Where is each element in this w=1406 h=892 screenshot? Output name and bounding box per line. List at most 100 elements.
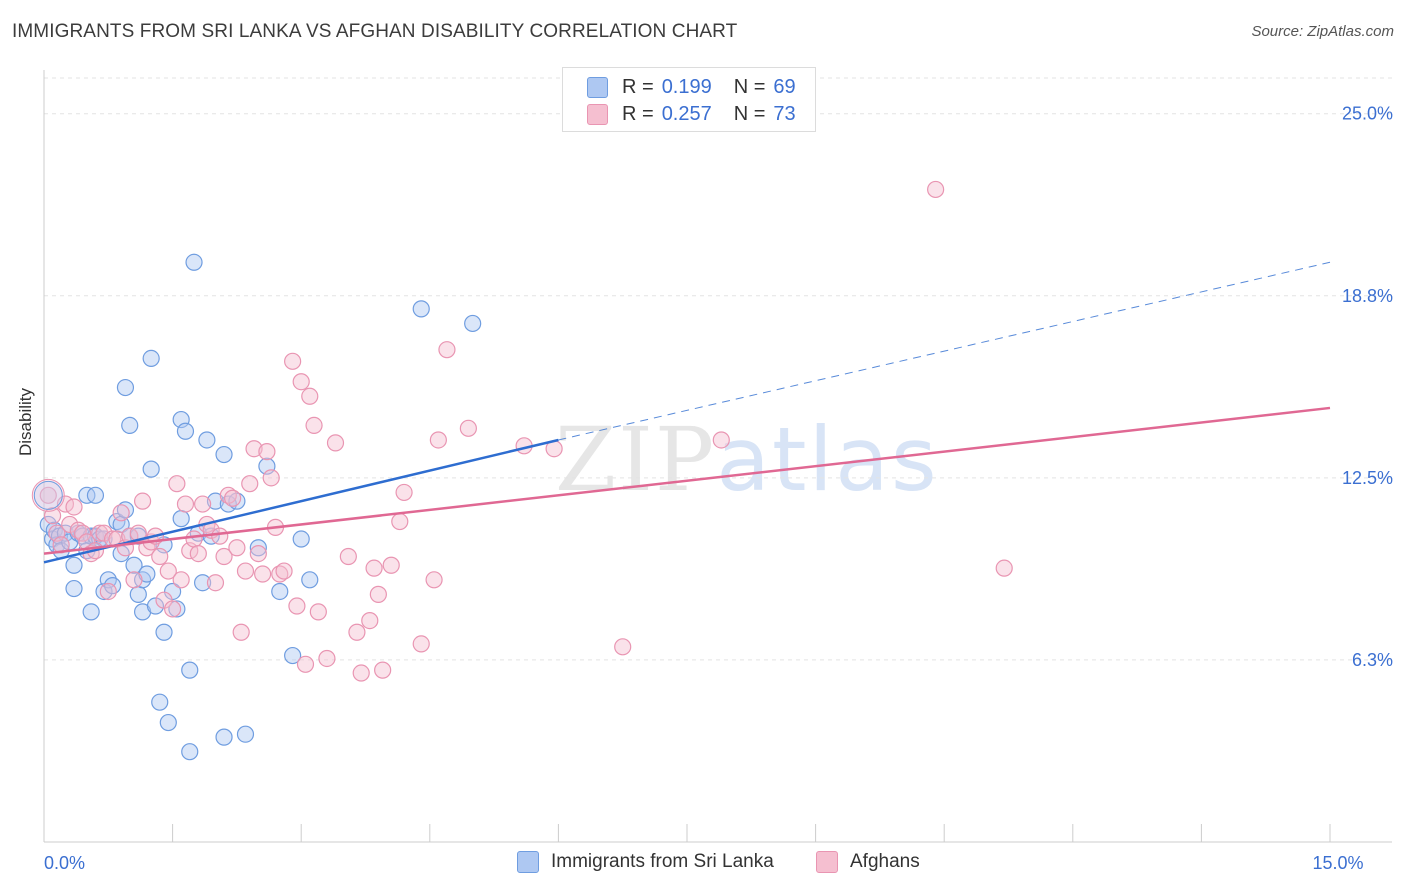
sri-lanka-point <box>129 585 147 603</box>
afghans-point <box>429 431 447 449</box>
r-value: 0.199 <box>661 75 712 98</box>
afghans-point <box>228 539 246 557</box>
afghans-point <box>194 495 212 513</box>
n-value: 69 <box>773 75 796 98</box>
afghans-point <box>99 582 117 601</box>
afghans-point <box>459 419 477 437</box>
x-tick-label: 0.0% <box>44 853 85 873</box>
afghans-point <box>249 544 267 563</box>
afghans-point <box>352 664 370 682</box>
blue-swatch-icon <box>587 76 608 98</box>
afghans-point <box>614 638 632 656</box>
sri-lanka-point <box>181 661 199 679</box>
blue-swatch-icon <box>517 851 539 873</box>
sri-lanka-point <box>125 556 143 574</box>
afghans-point <box>712 431 730 449</box>
sri-lanka-point <box>249 539 267 557</box>
sri-lanka-point <box>292 530 310 548</box>
sri-lanka-point <box>176 422 195 440</box>
y-tick-label: 6.3% <box>1352 650 1393 670</box>
afghans-point <box>224 489 242 507</box>
sri-lanka-point <box>271 582 289 601</box>
x-tick-label: 15.0% <box>1312 853 1363 873</box>
sri-lanka-point <box>65 556 83 574</box>
sri-lanka-point <box>236 725 255 743</box>
series-legend: Immigrants from Sri Lanka Afghans <box>0 851 1406 879</box>
afghans-point <box>438 341 456 359</box>
afghans-point <box>412 635 430 653</box>
sri-lanka-trend-extension <box>558 261 1331 441</box>
afghans-point <box>185 530 203 548</box>
afghans-point <box>254 565 272 583</box>
sri-lanka-point <box>33 480 63 510</box>
afghans-point <box>245 440 263 458</box>
afghans-point <box>425 571 443 589</box>
pink-swatch-icon <box>816 851 838 873</box>
afghans-point <box>288 597 306 615</box>
afghans-point <box>258 443 276 461</box>
afghans-point <box>159 562 177 580</box>
sri-lanka-point <box>65 579 83 598</box>
sri-lanka-point <box>121 416 139 435</box>
afghans-point <box>112 504 130 522</box>
afghans-point <box>995 559 1013 577</box>
afghans-point <box>301 387 319 405</box>
n-value: 73 <box>773 102 796 125</box>
sri-lanka-point <box>181 743 199 761</box>
afghans-point <box>211 527 229 545</box>
n-label: N = <box>733 102 766 125</box>
sri-lanka-point <box>464 314 482 333</box>
correlation-legend: R = 0.199 N = 69 R = 0.257 N = 73 <box>562 67 816 132</box>
afghans-point <box>284 352 302 370</box>
r-value: 0.257 <box>661 102 712 125</box>
afghans-point <box>241 475 259 493</box>
afghans-point <box>927 180 945 199</box>
afghans-point <box>125 571 143 589</box>
afghans-trend-line <box>43 406 1331 555</box>
afghans-point <box>369 585 387 603</box>
afghans-point <box>318 649 336 668</box>
sri-lanka-point <box>172 510 190 528</box>
afghans-point <box>395 483 413 502</box>
afghans-point <box>262 469 280 487</box>
legend-label-afghans: Afghans <box>850 851 920 872</box>
r-label: R = <box>622 102 654 125</box>
afghans-point <box>133 492 152 510</box>
afghans-point <box>172 571 190 589</box>
sri-lanka-point <box>412 300 430 318</box>
sri-lanka-point <box>185 253 203 271</box>
watermark-atlas: atlas <box>716 408 939 511</box>
sri-lanka-point <box>164 582 182 601</box>
afghans-point <box>129 524 147 542</box>
sri-lanka-point <box>301 571 319 589</box>
afghans-point <box>65 498 83 516</box>
afghans-point <box>61 515 79 534</box>
afghans-point <box>382 556 400 574</box>
sri-lanka-point <box>215 445 233 464</box>
afghans-point <box>206 574 225 592</box>
afghans-point <box>164 600 182 618</box>
afghans-point <box>305 416 323 435</box>
watermark-zip: ZIP <box>555 408 716 511</box>
afghans-point <box>31 478 65 512</box>
afghans-point <box>215 547 233 566</box>
y-axis-label: Disability <box>16 387 35 456</box>
afghans-point <box>176 495 195 513</box>
y-tick-label: 25.0% <box>1342 104 1393 124</box>
legend-item-sri-lanka[interactable]: Immigrants from Sri Lanka <box>517 851 774 873</box>
sri-lanka-point <box>142 349 160 368</box>
afghans-point <box>189 544 207 563</box>
afghans-point <box>73 524 92 542</box>
sri-lanka-point <box>82 603 100 621</box>
afghans-point <box>151 547 169 566</box>
y-tick-label: 12.5% <box>1342 468 1393 488</box>
legend-item-afghans[interactable]: Afghans <box>816 851 920 873</box>
afghans-point <box>339 547 357 566</box>
sri-lanka-point <box>159 713 177 732</box>
afghans-point <box>39 486 57 504</box>
sri-lanka-point <box>168 600 186 618</box>
source-label: Source: ZipAtlas.com <box>1251 23 1394 40</box>
sri-lanka-point <box>116 378 135 397</box>
sri-lanka-point <box>155 623 173 641</box>
